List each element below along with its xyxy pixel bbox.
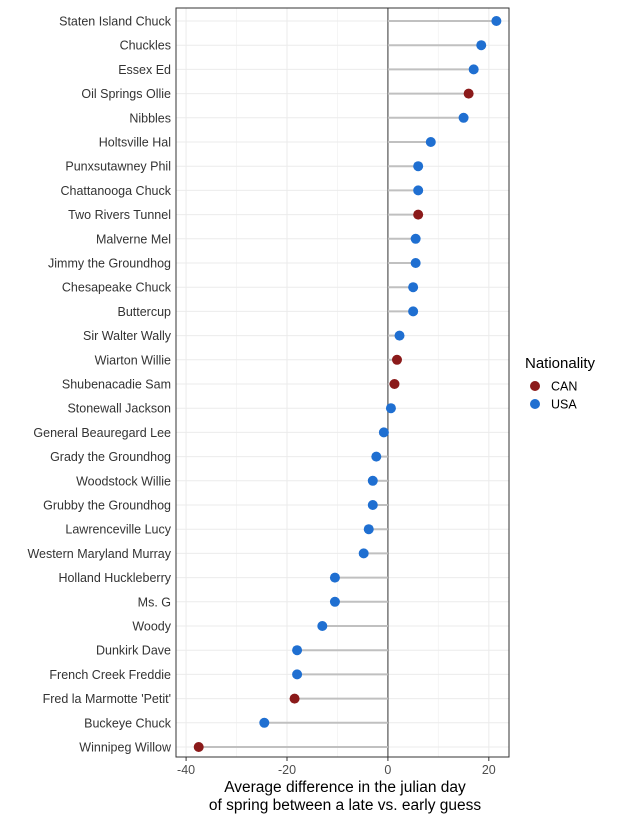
y-tick-label: Malverne Mel xyxy=(96,232,171,246)
y-tick-label: Oil Springs Ollie xyxy=(81,87,171,101)
y-tick-label: Ms. G xyxy=(138,595,171,609)
lollipop-point xyxy=(413,161,424,172)
y-tick-label: Lawrenceville Lucy xyxy=(65,523,171,537)
lollipop-point xyxy=(292,669,303,680)
y-tick-label: Nibbles xyxy=(129,111,171,125)
lollipop-point xyxy=(329,596,340,607)
y-tick-label: Fred la Marmotte 'Petit' xyxy=(43,692,171,706)
y-tick-label: Two Rivers Tunnel xyxy=(68,208,171,222)
x-axis-title: Average difference in the julian day of … xyxy=(209,779,482,814)
lollipop-point xyxy=(358,548,369,559)
y-tick-label: Chesapeake Chuck xyxy=(62,281,172,295)
panel-border-layer xyxy=(175,7,510,758)
y-tick-label: Woody xyxy=(132,620,171,634)
lollipop-point xyxy=(491,16,502,26)
x-tick-label: 0 xyxy=(384,763,391,777)
grid-layer xyxy=(176,8,509,757)
y-tick-label: Stonewall Jackson xyxy=(67,402,171,416)
lollipop-point xyxy=(389,379,400,389)
x-tick-label: 20 xyxy=(482,763,496,777)
lollipop-point xyxy=(458,112,469,123)
lollipop-point xyxy=(292,645,303,656)
y-tick-label: Chattanooga Chuck xyxy=(61,184,172,198)
lollipop-point xyxy=(367,475,378,486)
legend: Nationality CAN USA xyxy=(525,355,596,412)
lollipop-point xyxy=(371,451,382,462)
y-tick-label: Dunkirk Dave xyxy=(96,644,171,658)
lollipop-point xyxy=(259,717,270,728)
lollipop-point xyxy=(193,742,204,752)
lollipop-point xyxy=(410,258,421,268)
lollipop-point xyxy=(385,403,396,414)
lollipop-point xyxy=(391,354,402,365)
y-tick-label-layer: Staten Island Chuck Chuckles Essex Ed Oil S… xyxy=(27,15,172,755)
x-tick-label: -40 xyxy=(177,763,195,777)
lollipop-point xyxy=(394,330,405,341)
lollipop-point xyxy=(317,621,328,631)
y-tick-label: Wiarton Willie xyxy=(95,353,171,367)
y-tick-label: Essex Ed xyxy=(118,63,171,77)
lollipop-point xyxy=(413,185,424,196)
lollipop-point xyxy=(378,427,389,438)
lollipop-point xyxy=(367,500,378,510)
lollipop-point xyxy=(476,40,487,51)
x-axis-title-line-2: of spring between a late vs. early guess xyxy=(209,797,482,814)
y-tick-label: Buttercup xyxy=(117,305,171,319)
legend-title: Nationality xyxy=(525,355,596,372)
legend-label: USA xyxy=(551,398,577,412)
y-tick-label: Jimmy the Groundhog xyxy=(48,257,171,271)
y-tick-label: Grubby the Groundhog xyxy=(43,499,171,513)
lollipop-point xyxy=(329,572,340,583)
y-tick-label: Woodstock Willie xyxy=(76,474,171,488)
lollipop-point xyxy=(408,282,419,293)
lollipop-point xyxy=(363,524,374,535)
y-tick-label: Holland Huckleberry xyxy=(58,571,171,585)
legend-key xyxy=(530,399,540,409)
y-tick-label: Winnipeg Willow xyxy=(79,741,172,755)
segment-layer xyxy=(198,20,497,748)
x-tick-label: -20 xyxy=(278,763,296,777)
y-tick-label: Shubenacadie Sam xyxy=(62,378,171,392)
y-tick-label: Punxsutawney Phil xyxy=(65,160,171,174)
x-axis-title-line-1: Average difference in the julian day xyxy=(224,779,466,796)
y-tick-label: French Creek Freddie xyxy=(49,668,171,682)
panel-border xyxy=(175,7,510,758)
legend-label: CAN xyxy=(551,380,577,394)
lollipop-point xyxy=(410,233,421,244)
y-tick-label: Sir Walter Wally xyxy=(83,329,172,343)
point-layer xyxy=(193,16,502,752)
lollipop-point xyxy=(425,137,436,147)
legend-key xyxy=(530,381,540,391)
y-tick-label: Holtsville Hal xyxy=(99,136,171,150)
lollipop-point xyxy=(289,693,300,704)
y-tick-label: Western Maryland Murray xyxy=(27,547,171,561)
x-tick-layer: -40 -20 0 20 xyxy=(177,757,496,777)
y-tick-label: Chuckles xyxy=(120,39,171,53)
lollipop-point xyxy=(468,64,479,75)
lollipop-point xyxy=(413,209,424,220)
lollipop-point xyxy=(408,306,419,317)
y-tick-label: Grady the Groundhog xyxy=(50,450,171,464)
y-tick-label: Buckeye Chuck xyxy=(84,716,172,730)
lollipop-point xyxy=(463,88,474,99)
y-tick-label: Staten Island Chuck xyxy=(59,15,172,29)
y-tick-label: General Beauregard Lee xyxy=(33,426,171,440)
